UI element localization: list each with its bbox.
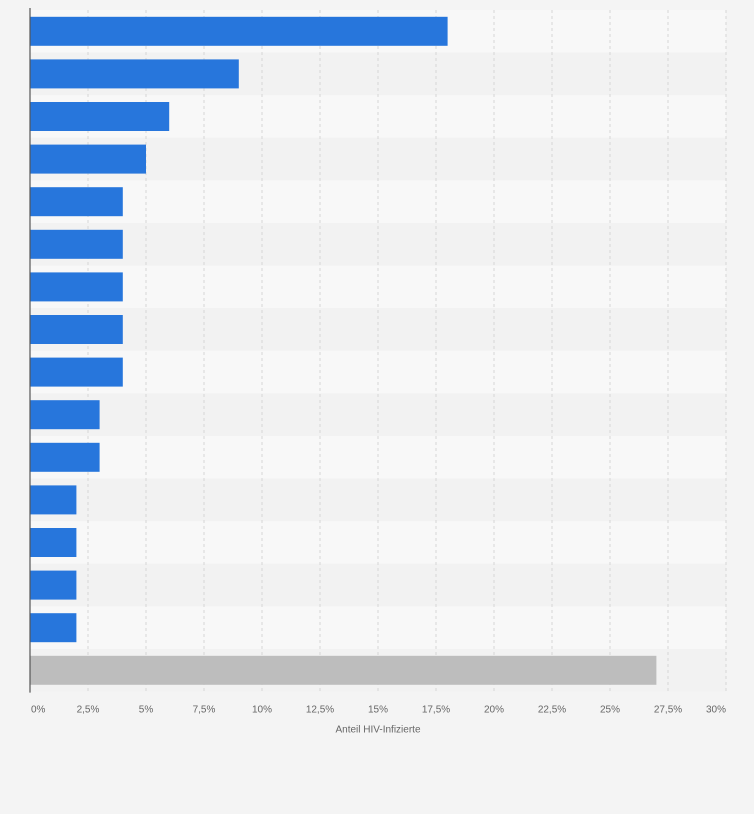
x-tick-label: 7,5% bbox=[193, 705, 216, 716]
x-tick-label: 25% bbox=[600, 705, 620, 716]
bars bbox=[30, 16, 657, 685]
x-tick-label: 12,5% bbox=[306, 705, 334, 716]
bar bbox=[30, 187, 123, 217]
x-tick-label: 2,5% bbox=[77, 705, 100, 716]
bar bbox=[30, 357, 123, 387]
x-tick-label: 27,5% bbox=[654, 705, 682, 716]
bar bbox=[30, 315, 123, 344]
x-tick-labels: 0% 2,5% 5% 7,5% 10% 12,5% 15% 17,5% 20% 22,5% 25% 2… bbox=[31, 705, 726, 716]
x-tick-label: 22,5% bbox=[538, 705, 566, 716]
bar bbox=[30, 442, 100, 472]
bar bbox=[30, 102, 170, 131]
bar bbox=[30, 485, 77, 515]
bar bbox=[30, 400, 100, 430]
x-tick-label: 5% bbox=[139, 705, 154, 716]
bar bbox=[30, 229, 123, 259]
x-tick-label: 0% bbox=[31, 705, 46, 716]
bar bbox=[30, 59, 239, 89]
bar bbox=[30, 272, 123, 302]
bar bbox=[30, 570, 77, 600]
x-tick-label: 17,5% bbox=[422, 705, 450, 716]
x-tick-label: 20% bbox=[484, 705, 504, 716]
bar bbox=[30, 655, 657, 685]
bar bbox=[30, 528, 77, 557]
bar bbox=[30, 16, 448, 46]
x-tick-label: 10% bbox=[252, 705, 272, 716]
x-tick-label: 15% bbox=[368, 705, 388, 716]
x-tick-label: 30% bbox=[706, 705, 726, 716]
bar bbox=[30, 613, 77, 643]
x-axis-label: Anteil HIV-Infizierte bbox=[335, 725, 420, 736]
bar bbox=[30, 144, 146, 174]
